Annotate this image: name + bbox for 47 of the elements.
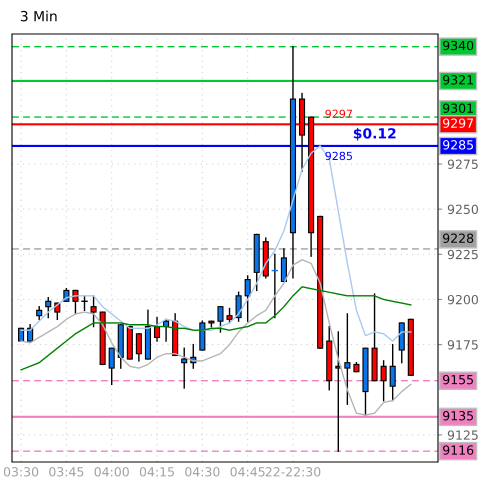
y-tick-label: 9200 — [448, 294, 478, 304]
annotation: $0.12 — [354, 128, 396, 140]
ref-line-label: 9297 — [443, 118, 474, 128]
y-tick-label: 9225 — [448, 250, 478, 260]
chart-title: 3 Min — [20, 10, 57, 22]
line-series — [20, 145, 412, 342]
candlestick — [154, 316, 160, 342]
candlestick — [45, 296, 52, 318]
candlestick — [226, 308, 233, 324]
x-tick-label: 04:15 — [140, 467, 174, 477]
ref-line-label: 9285 — [443, 140, 473, 150]
candlestick — [344, 313, 350, 405]
ref-line-label: 9301 — [443, 103, 473, 113]
y-tick-label: 9125 — [448, 430, 478, 440]
candlestick — [272, 254, 278, 318]
x-tick-label: 22-22:30 — [266, 467, 320, 477]
ref-line-label: 9155 — [443, 374, 473, 384]
candlestick — [90, 295, 97, 328]
candlestick — [390, 344, 396, 402]
line-series — [20, 286, 412, 371]
x-tick-label: 04:45 — [230, 467, 265, 477]
x-tick-label: 04:30 — [185, 467, 220, 477]
x-tick-label: 03:30 — [4, 467, 38, 477]
ref-line-label: 9228 — [443, 233, 474, 243]
candlestick — [136, 333, 142, 362]
ref-line-label: 9340 — [443, 40, 474, 50]
candlestick — [181, 348, 188, 389]
ref-line-label: 9321 — [443, 75, 473, 85]
candlestick — [244, 275, 251, 322]
x-tick-label: 03:45 — [49, 467, 84, 477]
candlestick — [81, 295, 88, 311]
candlestick — [353, 362, 360, 372]
ref-line-label: 9116 — [443, 445, 474, 455]
candlestick — [280, 248, 287, 282]
candlestick — [217, 306, 224, 333]
candlestick — [335, 331, 342, 452]
y-tick-label: 9275 — [448, 159, 478, 169]
candlestick — [380, 360, 387, 402]
line-series — [20, 259, 412, 416]
candlestick — [108, 348, 115, 386]
annotation: 9285 — [325, 152, 352, 160]
candlestick — [36, 306, 42, 320]
x-tick-label: 04:00 — [94, 467, 129, 477]
ref-line-label: 9135 — [443, 411, 473, 420]
annotation: 9297 — [325, 110, 352, 118]
y-tick-label: 9175 — [448, 340, 478, 350]
y-tick-label: 9250 — [448, 204, 478, 214]
